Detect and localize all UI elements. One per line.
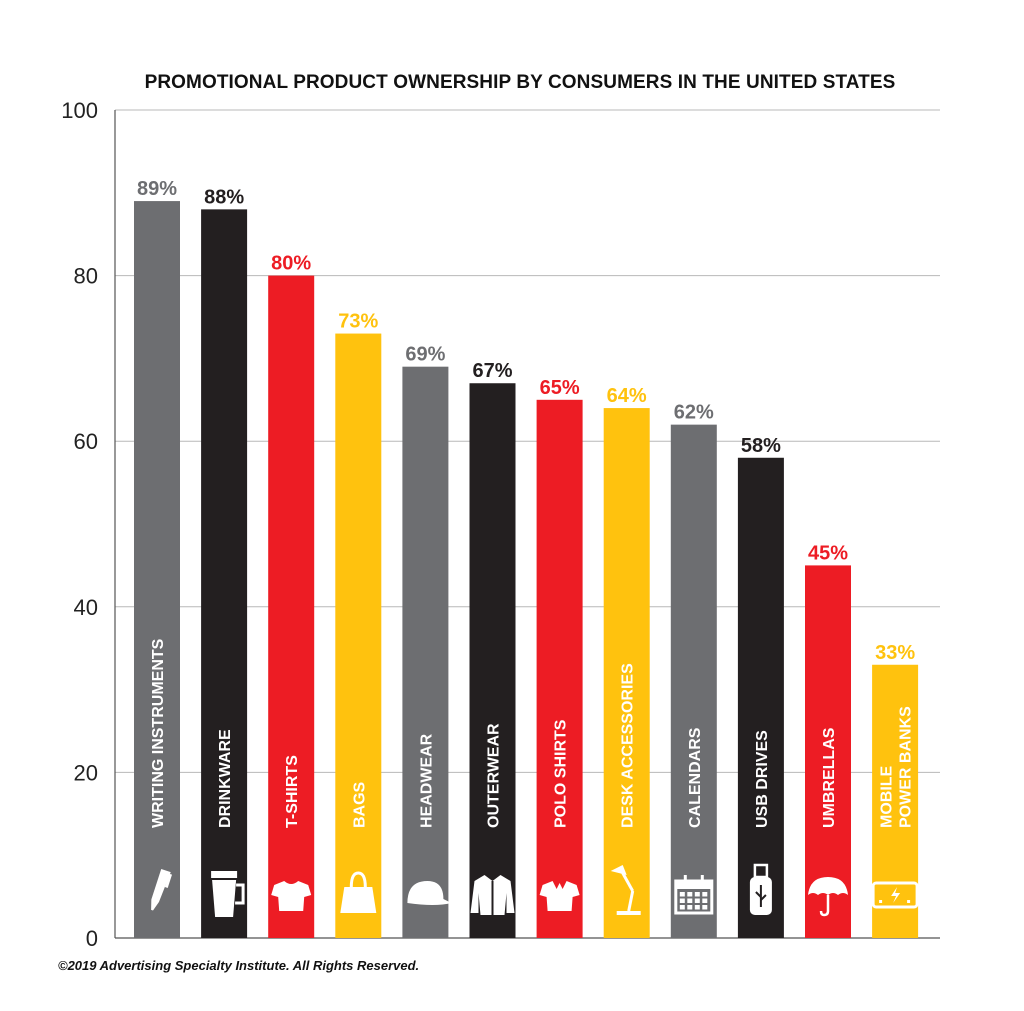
umbrella-icon — [808, 877, 848, 917]
bar-t-shirts — [268, 275, 315, 939]
calendar-icon — [674, 875, 714, 915]
polo-shirt-icon — [539, 881, 580, 911]
x-tick-label: OUTERWEAR — [486, 723, 503, 828]
x-tick-label: DRINKWARE — [217, 729, 234, 828]
bar-bags — [335, 333, 382, 938]
data-label: 67% — [472, 360, 512, 382]
bars — [134, 201, 919, 939]
data-label: 33% — [875, 642, 915, 664]
copyright-notice: ©2019 Advertising Specialty Institute. A… — [58, 958, 420, 973]
y-tick-label: 80 — [74, 264, 98, 289]
x-tick-label: HEADWEAR — [418, 733, 435, 828]
x-tick-label: CALENDARS — [687, 727, 704, 828]
shopping-bag-icon — [340, 871, 377, 913]
power-bank-icon — [871, 881, 919, 909]
bar-outerwear — [469, 383, 516, 938]
data-label: 64% — [607, 385, 647, 407]
desk-lamp-icon — [610, 865, 641, 915]
bar-umbrellas — [805, 565, 851, 938]
axes: 0 20 40 60 80 100 — [61, 98, 940, 951]
data-label: 88% — [204, 186, 244, 208]
x-tick-label: BAGS — [351, 781, 368, 828]
data-label: 89% — [137, 178, 177, 200]
data-label: 65% — [540, 377, 580, 399]
cap-icon — [407, 881, 452, 905]
x-tick-label: POWER BANKS — [898, 706, 915, 828]
bar-drinkware — [201, 209, 248, 939]
y-tick-label: 100 — [61, 98, 98, 123]
jacket-icon — [470, 875, 515, 915]
data-label: 58% — [741, 435, 781, 457]
x-tick-label: DESK ACCESSORIES — [620, 663, 637, 828]
x-tick-label: MOBILE — [879, 765, 896, 828]
bar-polo-shirts — [536, 399, 583, 938]
travel-mug-icon — [211, 871, 245, 917]
gridlines — [115, 109, 940, 773]
bar-desk-accessories — [603, 408, 650, 939]
x-tick-label: POLO SHIRTS — [553, 719, 570, 828]
y-tick-label: 60 — [74, 429, 98, 454]
bar-usb-drives — [737, 457, 784, 938]
data-label: 73% — [338, 311, 378, 333]
y-tick-label: 0 — [86, 926, 98, 951]
x-tick-label: USB DRIVES — [754, 730, 771, 828]
bar-calendars — [670, 424, 717, 938]
y-tick-label: 20 — [74, 760, 98, 785]
usb-drive-icon — [749, 863, 772, 915]
y-tick-label: 40 — [74, 595, 98, 620]
data-label: 62% — [674, 402, 714, 424]
labels: 89% WRITING INSTRUMENTS 88% DRINKWARE 80% T-S… — [137, 178, 919, 917]
pen-icon — [151, 869, 173, 911]
x-tick-label: WRITING INSTRUMENTS — [150, 638, 167, 828]
data-label: 69% — [405, 344, 445, 366]
bar-writing-instruments — [134, 201, 180, 938]
chart-title: PROMOTIONAL PRODUCT OWNERSHIP BY CONSUME… — [144, 72, 896, 93]
data-label: 80% — [271, 253, 311, 275]
data-label: 45% — [808, 542, 848, 564]
bar-headwear — [402, 366, 449, 938]
t-shirt-icon — [271, 881, 312, 911]
x-tick-label: UMBRELLAS — [821, 727, 838, 828]
x-tick-label: T-SHIRTS — [284, 755, 301, 828]
